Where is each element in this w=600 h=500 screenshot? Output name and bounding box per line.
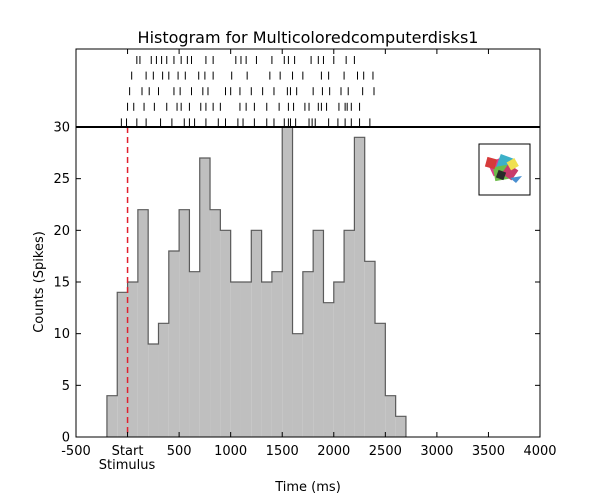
histogram-bar bbox=[210, 209, 221, 437]
histogram-bar bbox=[375, 323, 386, 437]
plot-area bbox=[106, 126, 407, 438]
histogram-bar bbox=[323, 302, 334, 437]
histogram-bar bbox=[127, 282, 138, 437]
x-tick-label: 2500 bbox=[369, 444, 402, 459]
histogram-bar bbox=[251, 230, 262, 437]
histogram-bar bbox=[240, 282, 252, 437]
x-axis-ticks: -500 Start 500 1000 1500 2000 2500 3000 3500 4000 bbox=[61, 49, 557, 459]
x-tick-label: -500 bbox=[61, 444, 91, 459]
x-axis-label: Time (ms) bbox=[274, 480, 341, 495]
stimulus-thumbnail-inset bbox=[478, 143, 531, 196]
y-tick-label: 15 bbox=[53, 276, 70, 291]
histogram-bars bbox=[106, 127, 406, 438]
y-tick-label: 10 bbox=[53, 327, 70, 342]
histogram-bar bbox=[189, 271, 200, 437]
histogram-bar bbox=[168, 251, 180, 437]
x-tick-label: 4000 bbox=[523, 444, 556, 459]
histogram-outline bbox=[106, 126, 407, 437]
spike-raster-panel bbox=[120, 56, 375, 127]
histogram-bar bbox=[106, 395, 118, 437]
histogram-bar bbox=[158, 323, 169, 437]
y-tick-label: 25 bbox=[53, 172, 70, 187]
histogram-bar bbox=[148, 344, 159, 437]
y-tick-label: 0 bbox=[62, 431, 70, 446]
histogram-bar bbox=[395, 416, 406, 437]
histogram-bar bbox=[385, 395, 396, 437]
computer-disks-image bbox=[484, 154, 522, 183]
histogram-bar bbox=[344, 230, 355, 437]
histogram-bar bbox=[220, 230, 231, 437]
y-tick-label: 20 bbox=[53, 224, 70, 239]
x-tick-label: 1000 bbox=[214, 444, 247, 459]
histogram-bar bbox=[117, 292, 128, 437]
histogram-bar bbox=[271, 271, 283, 437]
y-axis-label: Counts (Spikes) bbox=[32, 231, 47, 333]
x-tick-label: 2000 bbox=[317, 444, 350, 459]
x-tick-label: Start bbox=[112, 444, 144, 459]
histogram-bar bbox=[302, 271, 314, 437]
x-tick-label: 3500 bbox=[472, 444, 505, 459]
histogram-bar bbox=[364, 261, 376, 437]
histogram-bar bbox=[261, 282, 272, 437]
axes-frame bbox=[75, 48, 541, 438]
x-tick-label: 1500 bbox=[266, 444, 299, 459]
histogram-bar bbox=[137, 209, 149, 437]
histogram-bar bbox=[179, 209, 190, 437]
histogram-bar bbox=[292, 333, 303, 437]
histogram-bar bbox=[282, 127, 293, 437]
histogram-bar bbox=[230, 282, 241, 437]
y-axis-ticks: 0 5 10 15 20 25 30 bbox=[53, 121, 540, 446]
histogram-bar bbox=[333, 282, 345, 437]
chart-title: Histogram for Multicoloredcomputerdisks1 bbox=[138, 28, 479, 47]
histogram-bar bbox=[313, 230, 324, 437]
x-tick-label: 500 bbox=[167, 444, 192, 459]
y-tick-label: 5 bbox=[62, 379, 70, 394]
y-tick-label: 30 bbox=[53, 121, 70, 136]
histogram-bar bbox=[199, 158, 211, 437]
histogram-bar bbox=[354, 137, 365, 438]
stimulus-label: Stimulus bbox=[99, 458, 156, 473]
x-tick-label: 3000 bbox=[420, 444, 453, 459]
